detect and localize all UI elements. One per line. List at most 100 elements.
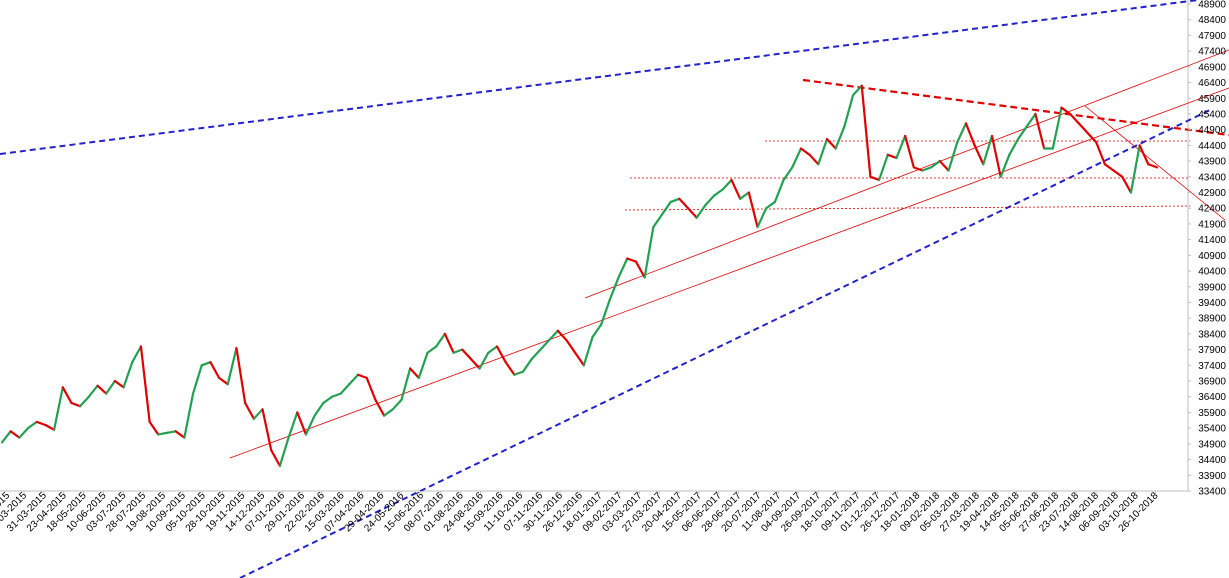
price-segment — [765, 200, 776, 210]
price-segment — [400, 367, 412, 401]
price-segment — [139, 345, 151, 423]
price-segment — [461, 348, 473, 361]
price-segment — [9, 430, 21, 439]
price-segment — [426, 345, 438, 354]
price-segment — [261, 408, 273, 452]
price-segment — [860, 84, 872, 178]
price-segment — [348, 373, 360, 386]
price-segment — [904, 134, 915, 169]
price-segment — [643, 225, 655, 279]
price-segment — [53, 386, 64, 431]
price-segment — [296, 411, 308, 436]
price-segment — [244, 401, 255, 420]
y-tick-label: 47900 — [1198, 31, 1226, 42]
price-segment — [990, 134, 1002, 178]
price-segment — [895, 134, 907, 160]
y-tick-label: 39900 — [1198, 282, 1226, 293]
price-segment — [999, 153, 1011, 178]
y-tick-label: 38900 — [1198, 314, 1226, 325]
price-segment — [825, 138, 837, 150]
price-segment — [174, 430, 186, 439]
price-segment — [452, 348, 464, 354]
price-series — [0, 84, 1159, 467]
y-tick-label: 33400 — [1198, 487, 1226, 498]
price-segment — [660, 200, 672, 216]
price-segment — [539, 339, 551, 351]
y-tick-label: 45400 — [1198, 109, 1226, 120]
price-segment — [808, 153, 820, 166]
price-segment — [1121, 175, 1133, 194]
price-segment — [79, 395, 90, 408]
price-segment — [530, 348, 542, 361]
price-segment — [18, 427, 30, 439]
price-segment — [930, 159, 941, 169]
price-segment — [730, 178, 742, 200]
price-segment — [35, 420, 47, 427]
descending-resistance-line — [802, 78, 1229, 137]
y-tick-label: 34900 — [1198, 439, 1226, 450]
price-segment — [1034, 112, 1046, 150]
price-segment — [487, 345, 499, 354]
price-segment — [70, 401, 82, 408]
price-segment — [1016, 125, 1028, 141]
price-segment — [843, 94, 855, 128]
price-segment — [287, 411, 299, 439]
price-segment — [756, 207, 768, 229]
price-segment — [1147, 163, 1159, 169]
price-segment — [669, 197, 681, 204]
y-tick-label: 40400 — [1198, 267, 1226, 278]
price-segment — [1060, 106, 1072, 116]
price-segment — [391, 398, 403, 411]
chart-axes — [0, 0, 1189, 492]
price-segment — [982, 134, 994, 166]
price-segment — [278, 436, 290, 467]
price-segment — [791, 147, 803, 169]
y-tick-label: 44400 — [1198, 141, 1226, 152]
y-tick-label: 41900 — [1198, 219, 1226, 230]
price-segment — [1112, 169, 1124, 178]
price-segment — [209, 361, 221, 379]
price-segment — [574, 351, 585, 367]
y-tick-label: 45900 — [1198, 94, 1226, 105]
y-tick-label: 47400 — [1198, 47, 1226, 58]
price-segment — [409, 367, 420, 379]
price-segment — [556, 329, 568, 342]
price-segment — [1008, 138, 1020, 156]
price-segment — [443, 332, 455, 354]
price-segment — [695, 203, 707, 219]
price-segment — [921, 166, 933, 172]
y-tick-label: 36400 — [1198, 392, 1226, 403]
price-segment — [313, 401, 325, 417]
price-segment — [96, 384, 108, 395]
price-segment — [435, 332, 446, 348]
price-segment — [565, 339, 577, 354]
inner-channel-line-upper — [584, 49, 1229, 299]
price-segment — [365, 376, 377, 401]
y-tick-label: 46900 — [1198, 62, 1226, 73]
price-segment — [634, 260, 646, 279]
price-segment — [105, 379, 116, 395]
y-tick-label: 40900 — [1198, 251, 1226, 262]
y-tick-label: 46400 — [1198, 78, 1226, 89]
y-tick-label: 43400 — [1198, 172, 1226, 183]
y-tick-label: 44900 — [1198, 125, 1226, 136]
y-tick-label: 37400 — [1198, 361, 1226, 372]
price-segment — [721, 178, 733, 191]
price-segment — [608, 276, 620, 301]
y-tick-label: 36900 — [1198, 377, 1226, 388]
price-segment — [122, 361, 134, 389]
upper-channel-line — [0, 0, 1199, 155]
price-segment — [44, 423, 56, 431]
price-segment — [148, 420, 160, 436]
price-segment — [131, 345, 143, 364]
price-segment — [26, 420, 38, 430]
y-tick-label: 42900 — [1198, 188, 1226, 199]
price-segment — [834, 125, 846, 150]
price-segment — [678, 197, 690, 210]
price-segment — [304, 414, 316, 436]
price-segment — [851, 84, 863, 97]
y-tick-label: 41400 — [1198, 235, 1226, 246]
price-segment — [218, 376, 229, 386]
price-segment — [330, 392, 342, 398]
